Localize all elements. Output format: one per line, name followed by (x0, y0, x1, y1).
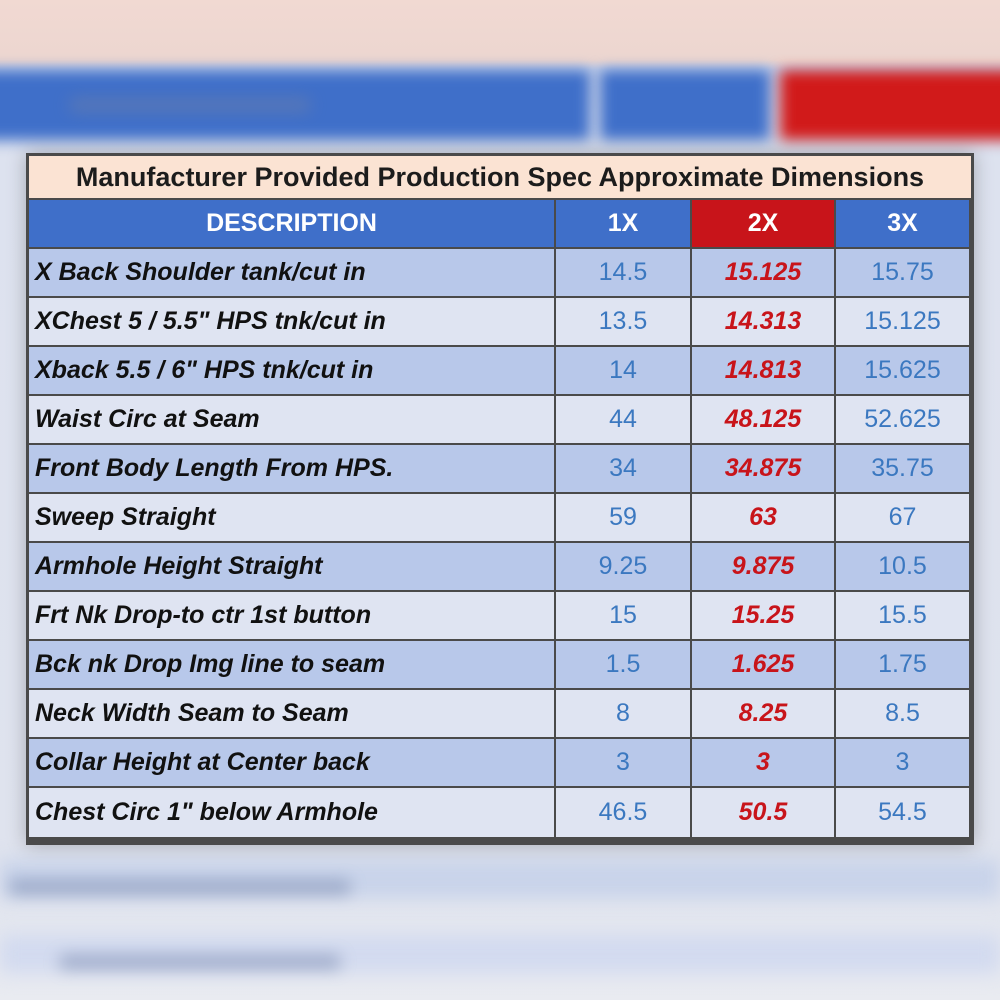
row-description: X Back Shoulder tank/cut in (29, 249, 556, 298)
value-2x: 50.5 (692, 788, 836, 837)
value-1x: 14.5 (556, 249, 692, 298)
value-1x: 44 (556, 396, 692, 445)
value-2x: 8.25 (692, 690, 836, 739)
value-1x: 46.5 (556, 788, 692, 837)
value-1x: 15 (556, 592, 692, 641)
value-1x: 9.25 (556, 543, 692, 592)
value-3x: 3 (836, 739, 969, 788)
row-description: Bck nk Drop Img line to seam (29, 641, 556, 690)
value-2x: 14.313 (692, 298, 836, 347)
header-1x: 1X (556, 200, 692, 249)
value-1x: 59 (556, 494, 692, 543)
value-1x: 8 (556, 690, 692, 739)
value-3x: 1.75 (836, 641, 969, 690)
row-description: XChest 5 / 5.5" HPS tnk/cut in (29, 298, 556, 347)
row-description: Collar Height at Center back (29, 739, 556, 788)
value-2x: 48.125 (692, 396, 836, 445)
value-2x: 3 (692, 739, 836, 788)
value-3x: 52.625 (836, 396, 969, 445)
row-description: Sweep Straight (29, 494, 556, 543)
header-3x: 3X (836, 200, 969, 249)
value-3x: 15.75 (836, 249, 969, 298)
value-1x: 13.5 (556, 298, 692, 347)
value-3x: 15.625 (836, 347, 969, 396)
blurred-text (70, 98, 310, 112)
value-1x: 1.5 (556, 641, 692, 690)
header-description: DESCRIPTION (29, 200, 556, 249)
value-2x: 1.625 (692, 641, 836, 690)
blurred-header-bar (780, 70, 1000, 140)
spec-table: Manufacturer Provided Production Spec Ap… (26, 153, 974, 845)
value-3x: 15.125 (836, 298, 969, 347)
table-title: Manufacturer Provided Production Spec Ap… (29, 156, 971, 200)
value-2x: 14.813 (692, 347, 836, 396)
row-description: Frt Nk Drop-to ctr 1st button (29, 592, 556, 641)
blurred-header-bar (600, 70, 770, 140)
value-1x: 34 (556, 445, 692, 494)
value-1x: 3 (556, 739, 692, 788)
row-description: Armhole Height Straight (29, 543, 556, 592)
value-2x: 15.25 (692, 592, 836, 641)
value-3x: 54.5 (836, 788, 969, 837)
value-2x: 9.875 (692, 543, 836, 592)
value-1x: 14 (556, 347, 692, 396)
row-description: Chest Circ 1" below Armhole (29, 788, 556, 837)
row-description: Waist Circ at Seam (29, 396, 556, 445)
value-3x: 8.5 (836, 690, 969, 739)
value-3x: 10.5 (836, 543, 969, 592)
row-description: Front Body Length From HPS. (29, 445, 556, 494)
table-grid: DESCRIPTION 1X 2X 3X X Back Shoulder tan… (29, 200, 971, 837)
header-2x: 2X (692, 200, 836, 249)
value-3x: 67 (836, 494, 969, 543)
value-2x: 63 (692, 494, 836, 543)
blurred-text (10, 880, 350, 894)
row-description: Neck Width Seam to Seam (29, 690, 556, 739)
row-description: Xback 5.5 / 6" HPS tnk/cut in (29, 347, 556, 396)
value-3x: 35.75 (836, 445, 969, 494)
value-3x: 15.5 (836, 592, 969, 641)
value-2x: 34.875 (692, 445, 836, 494)
value-2x: 15.125 (692, 249, 836, 298)
blurred-text (60, 955, 340, 969)
